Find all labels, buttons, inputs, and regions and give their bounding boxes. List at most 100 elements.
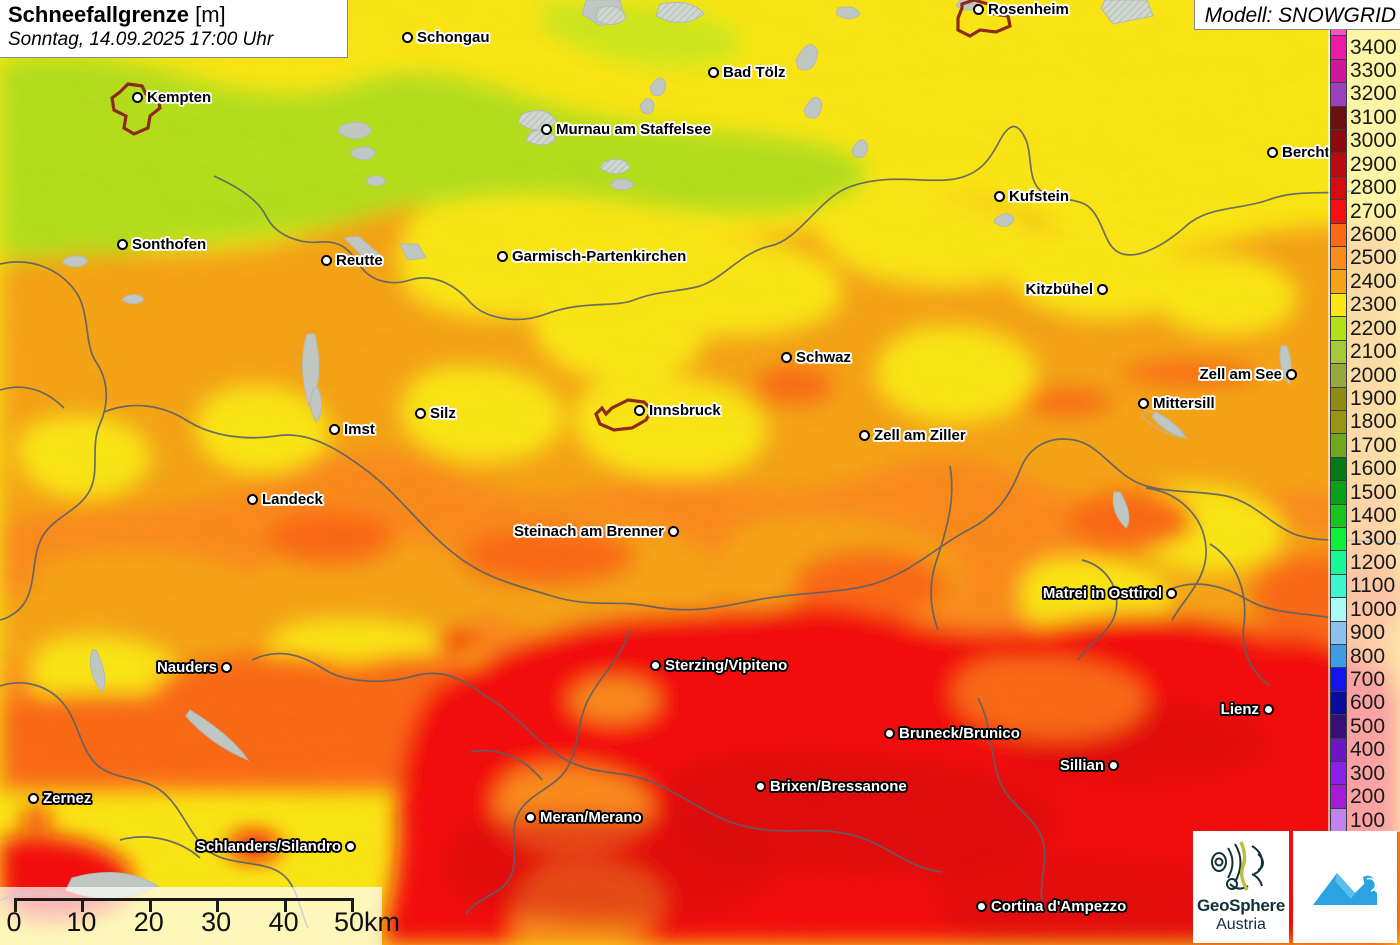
map-place-marker[interactable]: Landeck [247,491,323,508]
legend-swatch-800 [1331,644,1346,669]
map-place-marker[interactable]: Zernez [28,790,91,807]
legend-label-100: 100 [1350,808,1386,832]
legend-label-3300: 3300 [1350,59,1397,83]
city-dot-icon [345,841,356,852]
map-place-marker[interactable]: Kitzbühel [1025,281,1108,298]
city-dot-icon [708,67,719,78]
legend-swatch-3100 [1331,106,1346,131]
place-name-label: Schongau [417,29,490,46]
legend-swatch-900 [1331,621,1346,645]
legend-swatch-2200 [1331,317,1346,341]
legend-swatch-700 [1331,668,1346,692]
city-dot-icon [650,660,661,671]
legend-label-1500: 1500 [1350,480,1397,504]
legend-label-2400: 2400 [1350,269,1397,293]
place-name-label: Murnau am Staffelsee [556,121,712,138]
legend-colorbar[interactable]: 3500340033003200310030002900280027002600… [1312,12,1400,832]
scale-number-40: 40 [268,907,299,937]
map-place-marker[interactable]: Bad Tölz [708,64,786,81]
legend-label-1400: 1400 [1350,504,1397,528]
map-place-marker[interactable]: Schlanders/Silandro [196,838,356,855]
map-place-marker[interactable]: Sillian [1060,757,1119,774]
map-place-marker[interactable]: Sterzing/Vipiteno [650,657,787,674]
map-place-marker[interactable]: Berchte [1267,144,1338,161]
geosphere-sub: Austria [1216,916,1266,933]
scale-number-10: 10 [66,907,97,937]
place-name-label: Lienz [1220,701,1259,718]
place-name-label: Sillian [1059,757,1104,774]
legend-tick-labels: 3500340033003200310030002900280027002600… [1348,12,1400,832]
map-place-marker[interactable]: Nauders [157,659,232,676]
map-place-marker[interactable]: Mittersill [1138,395,1215,412]
legend-swatch-3300 [1331,59,1346,84]
legend-swatch-1700 [1331,434,1346,458]
city-dot-icon [1267,147,1278,158]
scale-number-0: 0 [6,907,22,937]
place-name-label: Bad Tölz [723,64,786,81]
place-name-label: Landeck [262,491,323,508]
map-place-marker[interactable]: Reutte [321,252,383,269]
legend-swatch-300 [1331,762,1346,786]
place-name-label: Nauders [156,659,217,676]
legend-swatch-2000 [1331,364,1346,388]
legend-label-1600: 1600 [1350,457,1397,481]
map-place-marker[interactable]: Schongau [402,29,490,46]
map-place-marker[interactable]: Meran/Merano [525,809,642,826]
map-place-marker[interactable]: Rosenheim [973,1,1069,18]
legend-swatch-1000 [1331,598,1346,622]
map-place-marker[interactable]: Schwaz [781,349,851,366]
map-place-marker[interactable]: Silz [415,405,456,422]
map-place-marker[interactable]: Innsbruck [634,402,721,419]
city-dot-icon [1166,588,1177,599]
legend-label-200: 200 [1350,785,1386,809]
legend-label-400: 400 [1350,738,1386,762]
legend-swatch-2100 [1331,340,1346,365]
legend-label-3100: 3100 [1350,105,1397,129]
city-dot-icon [755,781,766,792]
legend-label-2600: 2600 [1350,223,1397,246]
legend-swatch-1400 [1331,504,1346,528]
legend-swatch-3200 [1331,83,1346,107]
legend-label-2200: 2200 [1350,316,1397,340]
title-box: Schneefallgrenze [m] Sonntag, 14.09.2025… [0,0,348,58]
place-name-label: Schwaz [796,349,852,366]
map-place-marker[interactable]: Kufstein [994,188,1069,205]
map-place-marker[interactable]: Kempten [132,89,211,106]
map-place-marker[interactable]: Cortina d'Ampezzo [976,898,1126,915]
mountain-peak-logo[interactable] [1293,831,1397,943]
map-place-marker[interactable]: Murnau am Staffelsee [541,121,711,138]
place-name-label: Zell am See [1199,366,1282,383]
map-place-marker[interactable]: Imst [329,421,375,438]
place-name-label: Imst [344,421,375,438]
legend-swatch-2600 [1331,223,1346,248]
legend-swatch-100 [1331,808,1346,832]
legend-swatch-1300 [1331,527,1346,552]
place-name-label: Zernez [43,790,92,807]
place-name-label: Steinach am Brenner [513,523,664,540]
map-place-marker[interactable]: Garmisch-Partenkirchen [497,248,686,265]
place-name-label: Matrei in Osttirol [1042,585,1162,602]
legend-label-2100: 2100 [1350,340,1397,364]
map-place-marker[interactable]: Matrei in Osttirol [1043,585,1177,602]
map-place-marker[interactable]: Lienz [1221,701,1274,718]
title-unit: [m] [195,2,226,27]
map-place-marker[interactable]: Steinach am Brenner [514,523,679,540]
map-place-marker[interactable]: Brixen/Bressanone [755,778,907,795]
place-name-label: Kitzbühel [1025,281,1094,298]
map-place-marker[interactable]: Sonthofen [117,236,206,253]
legend-label-300: 300 [1350,761,1386,785]
scale-number-30: 30 [201,907,232,937]
city-dot-icon [859,430,870,441]
scale-number-20: 20 [133,907,164,937]
city-dot-icon [668,526,679,537]
place-name-label: Brixen/Bressanone [770,778,907,795]
city-dot-icon [321,255,332,266]
map-place-marker[interactable]: Zell am See [1199,366,1297,383]
geosphere-logo[interactable]: GeoSphere Austria [1193,831,1289,943]
legend-label-3000: 3000 [1350,129,1397,153]
map-place-marker[interactable]: Zell am Ziller [859,427,966,444]
city-dot-icon [1108,760,1119,771]
city-dot-icon [221,662,232,673]
map-place-marker[interactable]: Bruneck/Brunico [884,725,1020,742]
